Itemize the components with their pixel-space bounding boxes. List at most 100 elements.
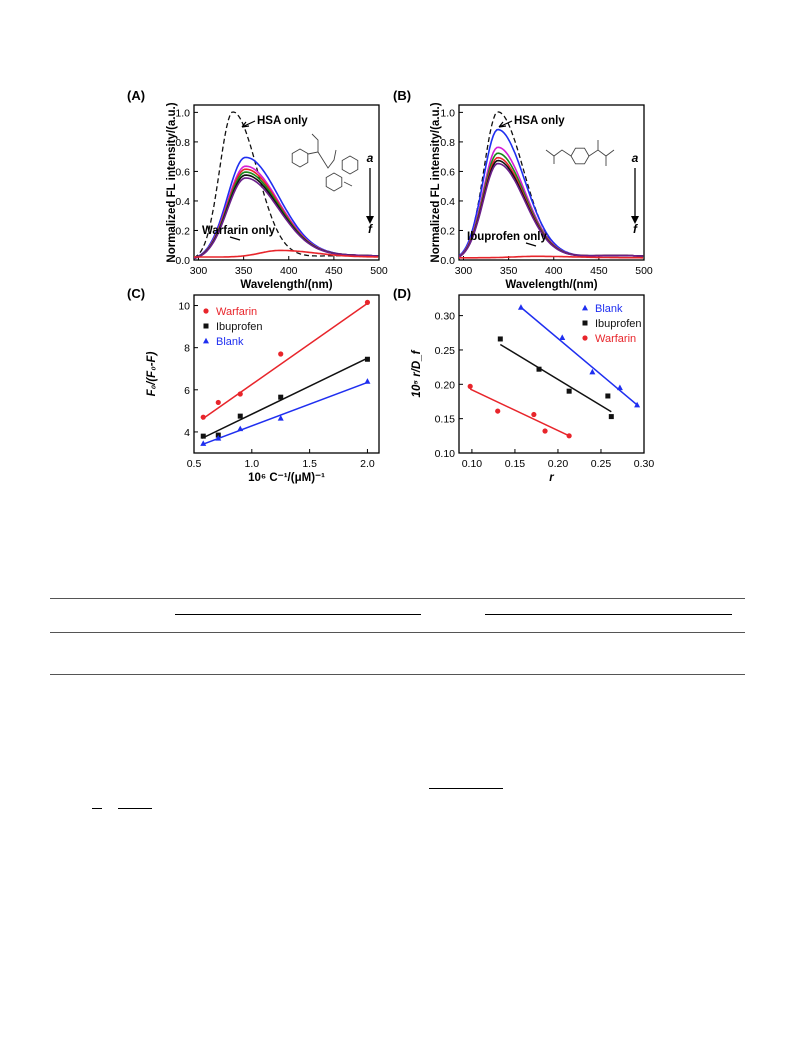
annotation-arrow	[241, 120, 256, 128]
y-tick-label: 0.15	[435, 414, 456, 426]
ring	[570, 147, 590, 165]
y-tick-label: 10	[178, 301, 190, 313]
data-point-ibuprofen	[200, 433, 206, 439]
legend-marker-ibuprofen	[203, 323, 209, 329]
spectrum-line	[194, 249, 379, 258]
legend-label-ibuprofen: Ibuprofen	[595, 318, 641, 330]
x-axis-label: Wavelength/(nm)	[240, 279, 332, 291]
data-point-warfarin	[566, 433, 572, 439]
annotation-drug-only: Warfarin only	[202, 225, 276, 237]
x-tick-label: 2.0	[360, 458, 375, 470]
table-bottom-rule	[50, 674, 745, 675]
annotation-arrow	[525, 242, 537, 247]
equation-fraction-bar-medium	[118, 808, 152, 809]
data-point-ibuprofen	[278, 394, 284, 400]
y-tick-label: 6	[184, 385, 190, 397]
panel-b: (B) 300 350 400 450 500 0.0 0.2 0.4 0.6 0.8 1.0 Wave…	[393, 88, 653, 291]
x-axis-label: Wavelength/(nm)	[505, 279, 597, 291]
x-tick-label: 0.15	[505, 458, 526, 470]
data-point-warfarin	[364, 299, 371, 305]
data-point-ibuprofen	[536, 366, 542, 372]
fit-line-warfarin	[469, 388, 570, 437]
data-point-blank	[277, 415, 284, 421]
legend-marker-blank	[203, 337, 209, 344]
x-tick-label: 1.5	[302, 458, 317, 470]
legend-label-warfarin: Warfarin	[216, 306, 257, 318]
y-tick-label: 0.8	[175, 137, 190, 149]
data-point-blank	[517, 304, 524, 310]
x-axis-label: r	[549, 472, 554, 484]
data-point-ibuprofen	[605, 393, 611, 399]
data-point-warfarin	[200, 414, 206, 420]
fit-line-ibuprofen	[499, 343, 612, 413]
data-point-warfarin	[278, 351, 284, 357]
fit-line-warfarin	[201, 302, 368, 420]
arrow-label-a: a	[367, 151, 374, 165]
data-point-warfarin	[531, 411, 537, 418]
data-point-blank	[559, 334, 566, 340]
x-tick-label: 0.20	[548, 458, 569, 470]
y-tick-label: 0.2	[440, 225, 455, 237]
panel-label: (B)	[393, 88, 411, 103]
x-tick-label: 500	[370, 265, 388, 277]
panel-c: (C) 0.5 1.0 1.5 2.0 4 6 8 10 10⁶ C⁻¹/(μM)⁻¹ F₀/(F₀…	[127, 286, 380, 484]
x-tick-label: 500	[635, 265, 653, 277]
x-tick-label: 400	[280, 265, 298, 277]
ring	[325, 172, 343, 192]
annotation-arrow	[229, 236, 241, 241]
panel-a: (A) 300 350 400 450 500 0.0 0.2 0.4 0.6 0.8 1.0 Wave…	[127, 88, 388, 291]
panel-d: (D) 0.10 0.15 0.20 0.25 0.30 0.10 0.15 0.20 0.25 0…	[393, 286, 654, 484]
x-axis-label: 10⁶ C⁻¹/(μM)⁻¹	[248, 472, 325, 484]
arrow-label-f: f	[633, 222, 638, 236]
bond	[343, 181, 353, 187]
legend-marker-ibuprofen	[582, 320, 588, 326]
ring	[291, 148, 309, 168]
plot-frame	[193, 294, 380, 454]
curves	[459, 111, 644, 259]
y-axis-label: 10⁵ r/D_f	[411, 349, 423, 397]
table-header-rule	[50, 632, 745, 633]
legend-label-ibuprofen: Ibuprofen	[216, 321, 262, 333]
legend-marker-blank	[582, 304, 588, 311]
x-tick-label: 450	[590, 265, 608, 277]
table-top-rule	[50, 598, 745, 599]
y-tick-label: 0.10	[435, 448, 456, 460]
data-point-warfarin	[237, 391, 243, 397]
arrow-label-f: f	[368, 222, 373, 236]
annotation-hsa-only: HSA only	[514, 115, 565, 127]
spectrum-line	[459, 255, 644, 259]
legend-label-blank: Blank	[216, 336, 244, 348]
y-axis-label: Normalized FL intensity/(a.u.)	[166, 102, 178, 262]
x-tick-label: 300	[455, 265, 473, 277]
spectrum-line	[459, 162, 644, 258]
chain	[307, 133, 337, 169]
equation-fraction-bar-small	[92, 808, 102, 809]
data-point-warfarin	[542, 428, 548, 434]
y-tick-label: 0.25	[435, 345, 456, 357]
x-tick-label: 0.30	[634, 458, 655, 470]
figure-composite: (A) 300 350 400 450 500 0.0 0.2 0.4 0.6 0.8 1.0 Wave…	[127, 88, 654, 484]
panel-label: (A)	[127, 88, 145, 103]
legend-label-blank: Blank	[595, 303, 623, 315]
panel-label: (C)	[127, 286, 145, 301]
trend-arrow-head	[366, 216, 374, 224]
data-point-warfarin	[467, 383, 473, 389]
y-axis-label: Normalized FL intensity/(a.u.)	[430, 102, 442, 262]
x-tick-label: 0.10	[462, 458, 483, 470]
legend-label-warfarin: Warfarin	[595, 333, 636, 345]
data-point-blank	[215, 435, 222, 441]
y-tick-label: 1.0	[175, 107, 190, 119]
data-point-blank	[237, 425, 244, 432]
data-point-ibuprofen	[237, 413, 243, 419]
y-tick-label: 8	[184, 343, 190, 355]
curves	[194, 111, 379, 260]
legend-marker-warfarin	[582, 335, 588, 341]
y-tick-label: 0.4	[440, 196, 455, 208]
y-tick-label: 0.4	[175, 196, 190, 208]
trend-arrow-head	[631, 216, 639, 224]
data-point-blank	[364, 378, 371, 384]
spectrum-line	[194, 177, 379, 260]
x-tick-label: 300	[190, 265, 208, 277]
ring	[341, 155, 359, 175]
x-tick-label: 1.0	[245, 458, 260, 470]
